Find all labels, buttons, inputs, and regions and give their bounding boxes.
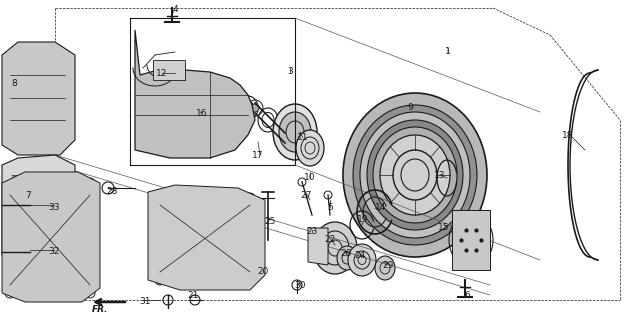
Ellipse shape	[337, 246, 357, 270]
Polygon shape	[2, 155, 75, 262]
Text: 6: 6	[464, 291, 470, 300]
Ellipse shape	[375, 256, 395, 280]
Ellipse shape	[85, 178, 95, 188]
Polygon shape	[148, 185, 265, 290]
Text: 12: 12	[156, 68, 168, 77]
Text: 14: 14	[376, 204, 387, 212]
Ellipse shape	[85, 288, 95, 298]
Text: 33: 33	[48, 203, 60, 212]
Ellipse shape	[348, 244, 376, 276]
Text: 21: 21	[187, 291, 198, 300]
Ellipse shape	[245, 275, 255, 285]
Ellipse shape	[245, 193, 255, 203]
Ellipse shape	[155, 193, 165, 203]
Ellipse shape	[25, 200, 35, 210]
Polygon shape	[135, 30, 255, 158]
Ellipse shape	[163, 295, 173, 305]
Ellipse shape	[273, 104, 317, 160]
Text: 8: 8	[11, 78, 17, 87]
Ellipse shape	[292, 280, 302, 290]
Ellipse shape	[155, 275, 165, 285]
Text: 9: 9	[407, 103, 413, 113]
Polygon shape	[2, 172, 100, 302]
Text: 17: 17	[252, 150, 264, 159]
Ellipse shape	[8, 101, 16, 109]
Ellipse shape	[380, 135, 450, 215]
Ellipse shape	[6, 166, 14, 174]
Text: 23: 23	[306, 228, 318, 236]
Ellipse shape	[343, 93, 487, 257]
Ellipse shape	[5, 288, 15, 298]
Text: 16: 16	[196, 108, 208, 117]
Ellipse shape	[279, 112, 311, 152]
Text: 25: 25	[264, 218, 276, 227]
Polygon shape	[2, 42, 75, 155]
Text: 24: 24	[354, 251, 365, 260]
Ellipse shape	[313, 222, 357, 274]
Text: 4: 4	[172, 5, 178, 14]
Text: 5: 5	[327, 203, 333, 212]
Text: 7: 7	[25, 190, 31, 199]
Text: 32: 32	[48, 247, 60, 257]
Ellipse shape	[25, 247, 35, 257]
Ellipse shape	[190, 295, 200, 305]
Polygon shape	[153, 60, 185, 80]
Ellipse shape	[251, 104, 259, 112]
Text: 30: 30	[295, 281, 306, 290]
Text: FR.: FR.	[92, 305, 109, 314]
Text: 29: 29	[382, 260, 394, 269]
Ellipse shape	[373, 127, 457, 223]
Ellipse shape	[5, 178, 15, 188]
Ellipse shape	[296, 130, 324, 166]
Ellipse shape	[6, 251, 14, 259]
Text: 15: 15	[438, 223, 450, 233]
Text: 13: 13	[434, 171, 446, 180]
Text: 22: 22	[325, 236, 335, 244]
Ellipse shape	[102, 182, 114, 194]
Ellipse shape	[353, 105, 477, 245]
Text: 1: 1	[445, 47, 451, 57]
Text: 28: 28	[106, 188, 117, 196]
Ellipse shape	[360, 112, 470, 238]
Text: 26: 26	[340, 249, 352, 258]
Polygon shape	[308, 228, 328, 265]
Text: 19: 19	[357, 215, 369, 225]
Text: 10: 10	[304, 173, 316, 182]
Text: 3: 3	[287, 68, 293, 76]
Text: 31: 31	[139, 298, 151, 307]
Ellipse shape	[195, 107, 205, 117]
Text: 18: 18	[562, 131, 574, 140]
Ellipse shape	[367, 120, 463, 230]
Polygon shape	[452, 210, 490, 270]
Text: 20: 20	[257, 268, 269, 276]
Text: 27: 27	[300, 190, 311, 199]
Text: 11: 11	[297, 133, 309, 142]
